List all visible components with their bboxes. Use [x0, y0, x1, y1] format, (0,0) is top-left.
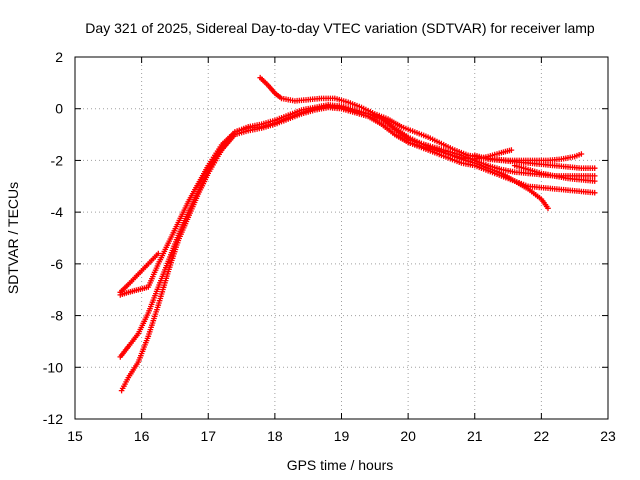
data-point-markers [511, 162, 598, 184]
data-series [117, 74, 598, 394]
x-axis-label: GPS time / hours [287, 457, 394, 473]
y-tick-label: -12 [43, 411, 63, 427]
data-point-markers [471, 152, 598, 171]
x-tick-label: 17 [200, 428, 216, 444]
axis-ticks: 15 16 17 18 19 20 21 22 23 -12 -10 -8 -6 -4 -2 0 2 [43, 49, 616, 444]
x-tick-label: 23 [600, 428, 616, 444]
y-tick-label: -10 [43, 359, 63, 375]
x-tick-label: 22 [534, 428, 550, 444]
series-track-6 [405, 139, 515, 162]
y-tick-label: -6 [51, 256, 64, 272]
x-tick-label: 21 [467, 428, 483, 444]
data-point-markers [117, 250, 162, 296]
y-tick-label: -8 [51, 308, 64, 324]
y-tick-label: 0 [55, 101, 63, 117]
series-track-7 [471, 152, 598, 171]
chart-title: Day 321 of 2025, Sidereal Day-to-day VTE… [85, 20, 595, 36]
y-tick-label: -2 [51, 152, 64, 168]
y-axis-label: SDTVAR / TECUs [5, 182, 21, 294]
y-tick-label: 2 [55, 49, 63, 65]
y-tick-label: -4 [51, 204, 64, 220]
series-track-8 [511, 162, 598, 184]
x-tick-label: 18 [267, 428, 283, 444]
grid [75, 57, 608, 419]
x-tick-label: 16 [134, 428, 150, 444]
series-track-2 [117, 250, 162, 296]
x-tick-label: 20 [400, 428, 416, 444]
x-tick-label: 15 [67, 428, 83, 444]
x-tick-label: 19 [334, 428, 350, 444]
